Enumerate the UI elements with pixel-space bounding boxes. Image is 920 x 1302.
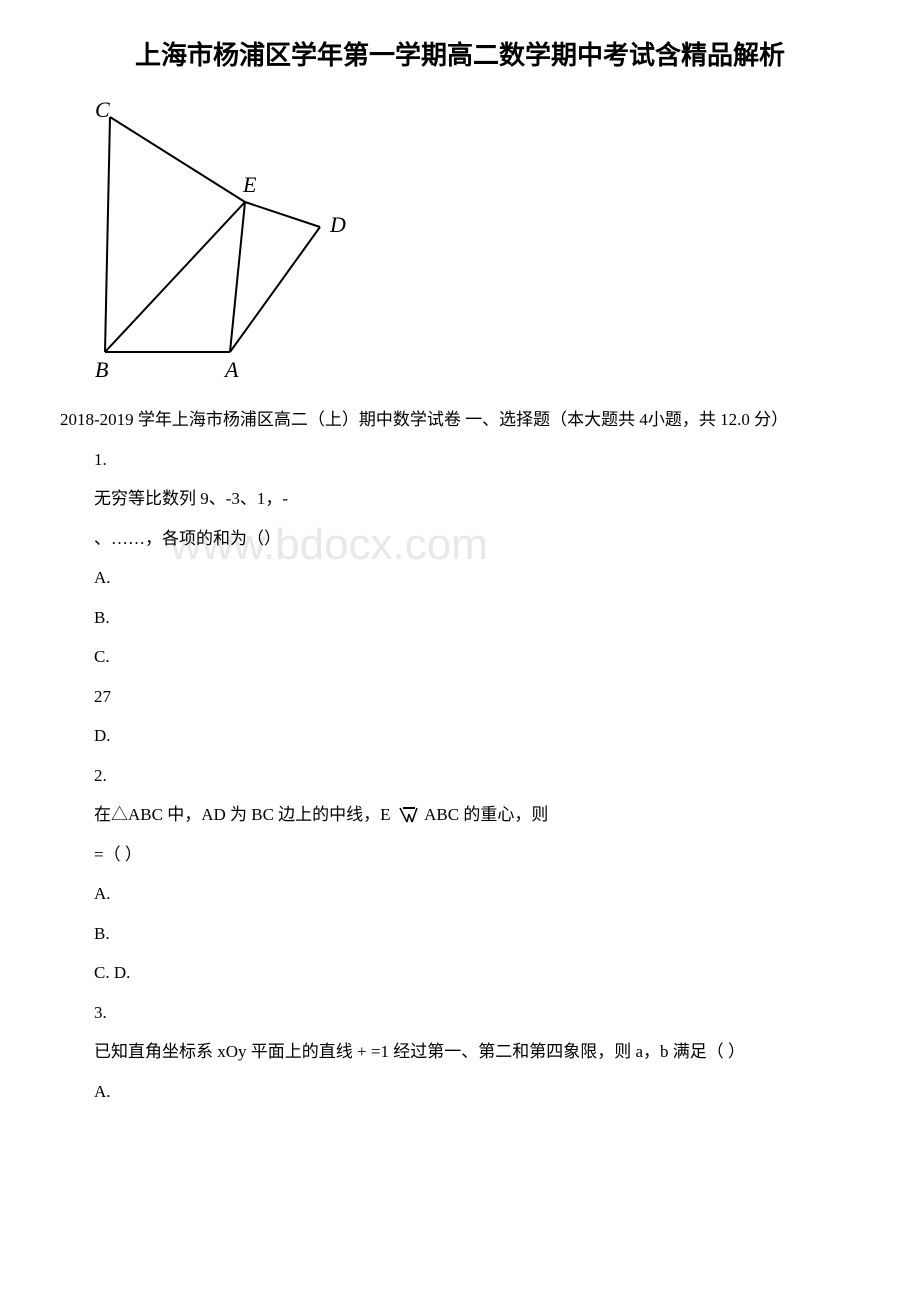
geometry-diagram: C E D A B — [60, 97, 350, 387]
intro-text: 2018-2019 学年上海市杨浦区高二（上）期中数学试卷 一、选择题（本大题共… — [60, 407, 860, 433]
content-body: 2018-2019 学年上海市杨浦区高二（上）期中数学试卷 一、选择题（本大题共… — [0, 407, 920, 1104]
diagram-container: C E D A B — [0, 87, 920, 397]
q2-line2: =（ ） — [60, 842, 860, 868]
svg-text:A: A — [223, 357, 239, 382]
q2-line1: 在△ABC 中，AD 为 BC 边上的中线，E ABC 的重心，则 — [60, 802, 860, 828]
svg-text:D: D — [329, 212, 346, 237]
q3-number: 3. — [60, 1000, 860, 1026]
page-title: 上海市杨浦区学年第一学期高二数学期中考试含精品解析 — [0, 0, 920, 87]
q2-option-cd: C. D. — [60, 960, 860, 986]
svg-text:C: C — [95, 97, 110, 122]
q2-line1-part-a: 在△ABC 中，AD 为 BC 边上的中线，E — [94, 805, 395, 824]
q3-line1: 已知直角坐标系 xOy 平面上的直线 + =1 经过第一、第二和第四象限，则 a… — [60, 1039, 860, 1065]
q1-option-b: B. — [60, 605, 860, 631]
q2-line1-part-b: ABC 的重心，则 — [424, 805, 548, 824]
q1-line2: 、……，各项的和为（） — [60, 526, 860, 552]
q2-option-a: A. — [60, 881, 860, 907]
q1-number: 1. — [60, 447, 860, 473]
svg-text:B: B — [95, 357, 108, 382]
wei-icon — [397, 805, 419, 827]
q1-option-c: C. — [60, 644, 860, 670]
q3-option-a: A. — [60, 1079, 860, 1105]
q1-option-a: A. — [60, 565, 860, 591]
q1-option-c-value: 27 — [60, 684, 860, 710]
q1-option-d: D. — [60, 723, 860, 749]
q2-number: 2. — [60, 763, 860, 789]
q2-option-b: B. — [60, 921, 860, 947]
svg-text:E: E — [242, 172, 257, 197]
q1-line1: 无穷等比数列 9、-3、1，- — [60, 486, 860, 512]
